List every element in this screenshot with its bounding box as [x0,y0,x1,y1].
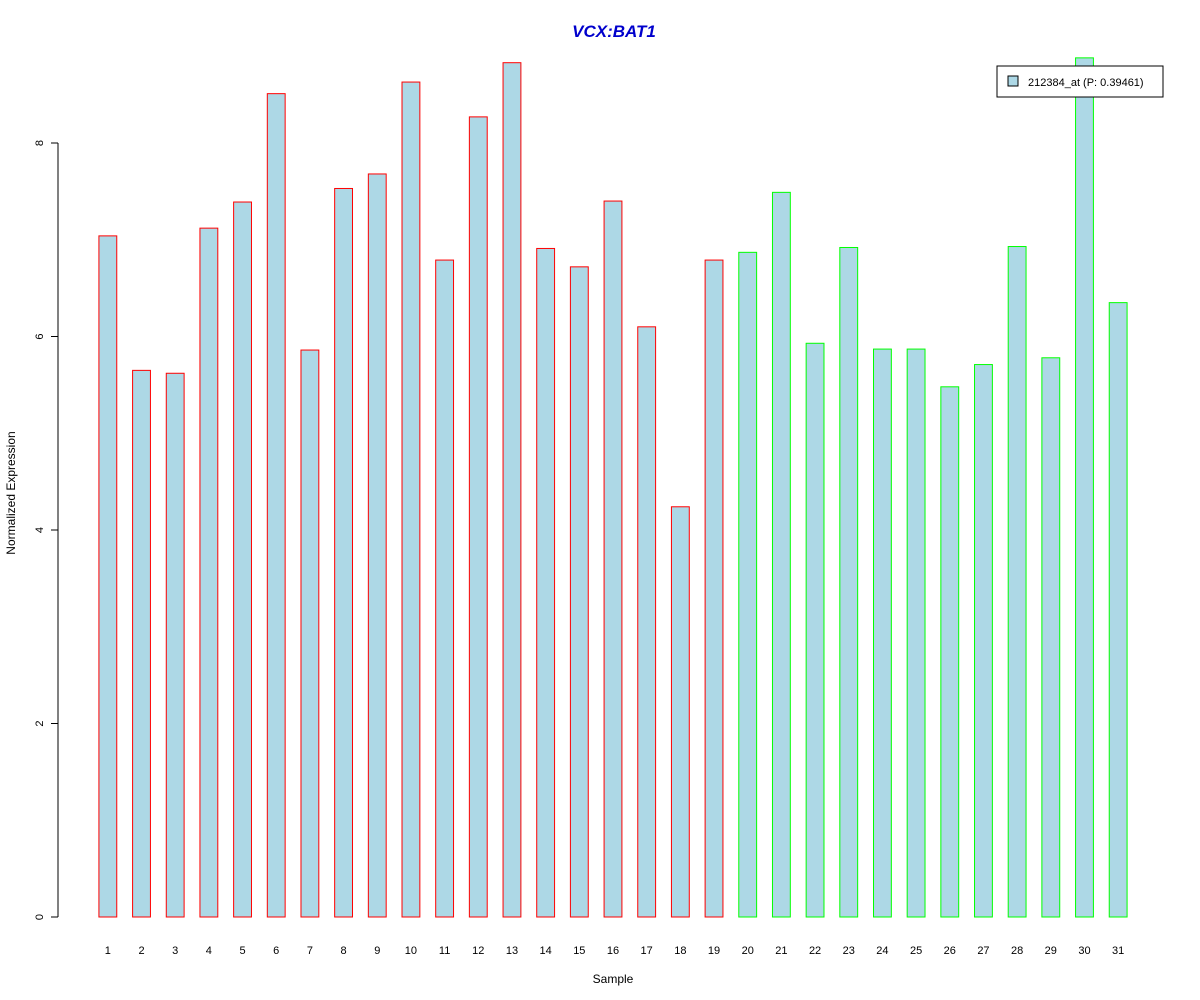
x-tick-label: 6 [273,945,279,957]
bar-sample-25 [906,348,926,918]
bar-sample-1 [98,235,118,918]
bar-sample-28 [1007,246,1027,918]
x-tick-label: 22 [809,945,821,957]
x-tick-label: 13 [506,945,518,957]
bar-sample-4 [199,227,219,918]
bar-sample-6 [266,93,286,918]
bar-sample-13 [502,62,522,918]
bar-sample-17 [637,326,657,918]
x-tick-label: 24 [876,945,888,957]
bar-sample-15 [569,266,589,918]
x-tick-label: 30 [1078,945,1090,957]
x-tick-label: 7 [307,945,313,957]
legend: 212384_at (P: 0.39461) [996,65,1164,98]
x-tick-label: 28 [1011,945,1023,957]
x-tick-label: 5 [239,945,245,957]
bar-sample-18 [670,506,690,918]
bar-sample-24 [872,348,892,918]
x-tick-label: 1 [105,945,111,957]
bar-sample-21 [771,191,791,918]
x-tick-label: 15 [573,945,585,957]
x-tick-label: 9 [374,945,380,957]
bar-sample-5 [233,201,252,918]
x-tick-label: 25 [910,945,922,957]
x-tick-label: 10 [405,945,417,957]
x-tick-label: 12 [472,945,484,957]
bar-sample-9 [367,173,387,918]
y-axis: 0 2 4 6 8 [34,140,59,920]
bar-sample-19 [704,259,724,918]
legend-swatch [1007,75,1019,87]
bar-sample-31 [1108,302,1128,918]
bar-sample-26 [940,386,960,918]
bar-sample-23 [839,246,859,918]
x-tick-label: 19 [708,945,720,957]
x-tick-label: 14 [540,945,552,957]
y-tick-label: 0 [34,914,46,920]
bar-sample-8 [334,187,354,918]
legend-label: 212384_at (P: 0.39461) [1028,77,1144,89]
x-tick-label: 4 [206,945,212,957]
bar-sample-30 [1075,57,1094,918]
y-tick-label: 8 [34,140,46,146]
x-axis-label: Sample [593,972,634,986]
bar-sample-22 [805,342,825,918]
bars-group [98,57,1128,918]
bar-sample-10 [401,81,421,918]
bar-sample-14 [536,247,556,918]
y-tick-label: 6 [34,333,46,339]
y-tick-label: 2 [34,720,46,726]
x-tick-label: 27 [977,945,989,957]
x-tick-label: 2 [138,945,144,957]
bar-sample-2 [132,369,151,918]
chart-title: VCX:BAT1 [572,22,656,41]
bar-sample-20 [738,251,758,918]
x-tick-label: 21 [775,945,787,957]
bar-sample-7 [300,349,320,918]
x-tick-labels: 1 2 3 4 5 6 7 8 9 10 11 12 13 14 15 16 17 18 19 20 21 22 23 24 2… [105,945,1125,957]
x-tick-label: 29 [1045,945,1057,957]
bar-sample-12 [468,116,488,918]
x-tick-label: 17 [641,945,653,957]
y-tick-label: 4 [34,527,46,533]
x-tick-label: 18 [674,945,686,957]
x-tick-label: 16 [607,945,619,957]
bar-sample-11 [435,259,455,918]
bar-sample-3 [165,372,185,918]
bar-sample-27 [974,364,993,918]
bar-sample-16 [603,200,623,918]
legend-box [996,65,1164,98]
x-tick-label: 20 [742,945,754,957]
x-tick-label: 26 [944,945,956,957]
x-tick-label: 23 [843,945,855,957]
x-tick-label: 31 [1112,945,1124,957]
bar-sample-29 [1041,357,1061,918]
y-axis-label: Normalized Expression [4,431,18,554]
x-tick-label: 8 [341,945,347,957]
x-tick-label: 11 [439,945,450,957]
x-tick-label: 3 [172,945,178,957]
